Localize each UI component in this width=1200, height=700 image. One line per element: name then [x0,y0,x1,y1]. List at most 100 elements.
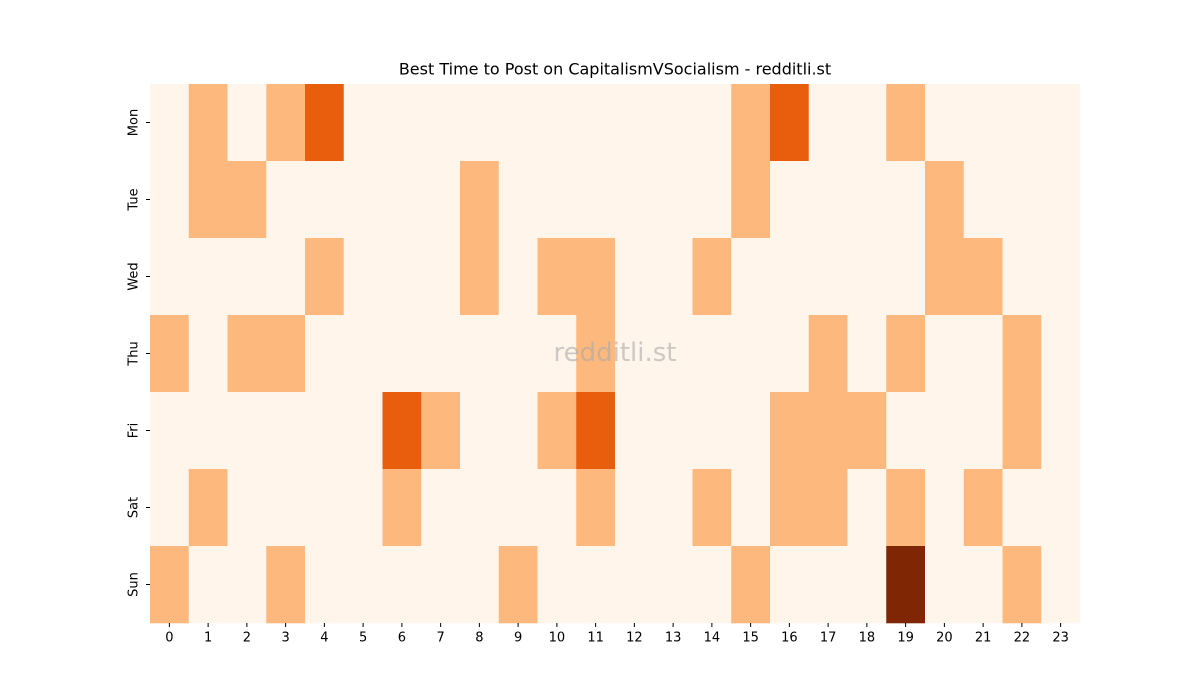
heat-cell [227,84,267,162]
heat-cell [653,161,693,239]
heat-cell [498,84,538,162]
x-tick-label: 21 [975,631,992,646]
heat-cell [770,84,810,162]
heat-cell [576,392,616,470]
heat-cell [1041,84,1081,162]
heat-cell [305,546,345,624]
heat-cell [615,161,655,239]
x-tick-label: 8 [475,631,483,646]
heat-cell [963,392,1003,470]
x-tick-label: 16 [781,631,798,646]
heat-cell [615,84,655,162]
heat-cell [460,546,500,624]
heat-cell [460,238,500,316]
x-tick-label: 1 [204,631,212,646]
heat-cell [150,238,190,316]
heat-cell [150,84,190,162]
heat-cell [498,238,538,316]
x-tick-label: 15 [742,631,759,646]
x-tick-label: 18 [859,631,876,646]
heat-cell [305,161,345,239]
heat-cell [576,546,616,624]
heat-cell [770,238,810,316]
x-tick-label: 17 [820,631,837,646]
heat-cell [1041,238,1081,316]
x-tick-label: 3 [281,631,289,646]
heat-cell [382,469,422,547]
heat-cell [343,315,383,393]
heat-cell [692,161,732,239]
x-tick-label: 22 [1014,631,1031,646]
heat-cell [1002,315,1042,393]
heat-cell [576,238,616,316]
x-tick-label: 12 [626,631,643,646]
heat-cell [537,315,577,393]
heat-cell [421,238,461,316]
heat-cell [421,469,461,547]
heat-cell [460,315,500,393]
heat-cell [227,469,267,547]
x-tick-label: 0 [165,631,173,646]
heat-cell [963,238,1003,316]
heat-cell [886,315,926,393]
chart-title: Best Time to Post on CapitalismVSocialis… [399,60,831,79]
heat-cell [925,161,965,239]
x-tick-label: 6 [398,631,406,646]
x-tick-label: 20 [936,631,953,646]
heat-cell [808,161,848,239]
heat-cell [808,469,848,547]
heat-cell [925,238,965,316]
heat-cell [150,546,190,624]
heat-cell [886,84,926,162]
heat-cell [1002,392,1042,470]
heat-cell [808,315,848,393]
heat-cell [1002,161,1042,239]
heat-cell [227,238,267,316]
heat-cell [188,469,228,547]
heat-cell [227,315,267,393]
heat-cell [266,315,306,393]
heat-cell [266,546,306,624]
heat-cell [305,392,345,470]
x-tick-label: 13 [665,631,682,646]
heat-cell [692,315,732,393]
heat-cell [421,161,461,239]
heat-cell [537,469,577,547]
y-tick-label: Sun [127,572,142,597]
heat-cell [615,238,655,316]
heat-cell [150,161,190,239]
heat-cell [963,84,1003,162]
heat-cell [963,161,1003,239]
y-tick-label: Fri [127,423,142,439]
heat-cell [343,161,383,239]
heat-cell [266,84,306,162]
heat-cell [808,392,848,470]
heat-cell [266,469,306,547]
heat-cell [421,84,461,162]
heat-cell [188,84,228,162]
heat-cell [305,238,345,316]
heat-cell [227,546,267,624]
heat-cell [808,546,848,624]
heat-cell [808,238,848,316]
heat-cell [227,161,267,239]
heat-cell [343,238,383,316]
heat-cell [692,238,732,316]
heat-cell [847,546,887,624]
heat-cell [847,161,887,239]
heat-cell [925,469,965,547]
heat-cell [343,84,383,162]
heat-cell [692,84,732,162]
y-tick-label: Thu [127,341,142,366]
heat-cell [188,315,228,393]
heat-cell [150,315,190,393]
heat-cell [808,84,848,162]
heat-cell [615,392,655,470]
heat-cell [150,469,190,547]
heat-cell [1002,238,1042,316]
heat-cell [847,84,887,162]
heat-cell [305,469,345,547]
heat-cell [886,238,926,316]
heat-cell [576,469,616,547]
